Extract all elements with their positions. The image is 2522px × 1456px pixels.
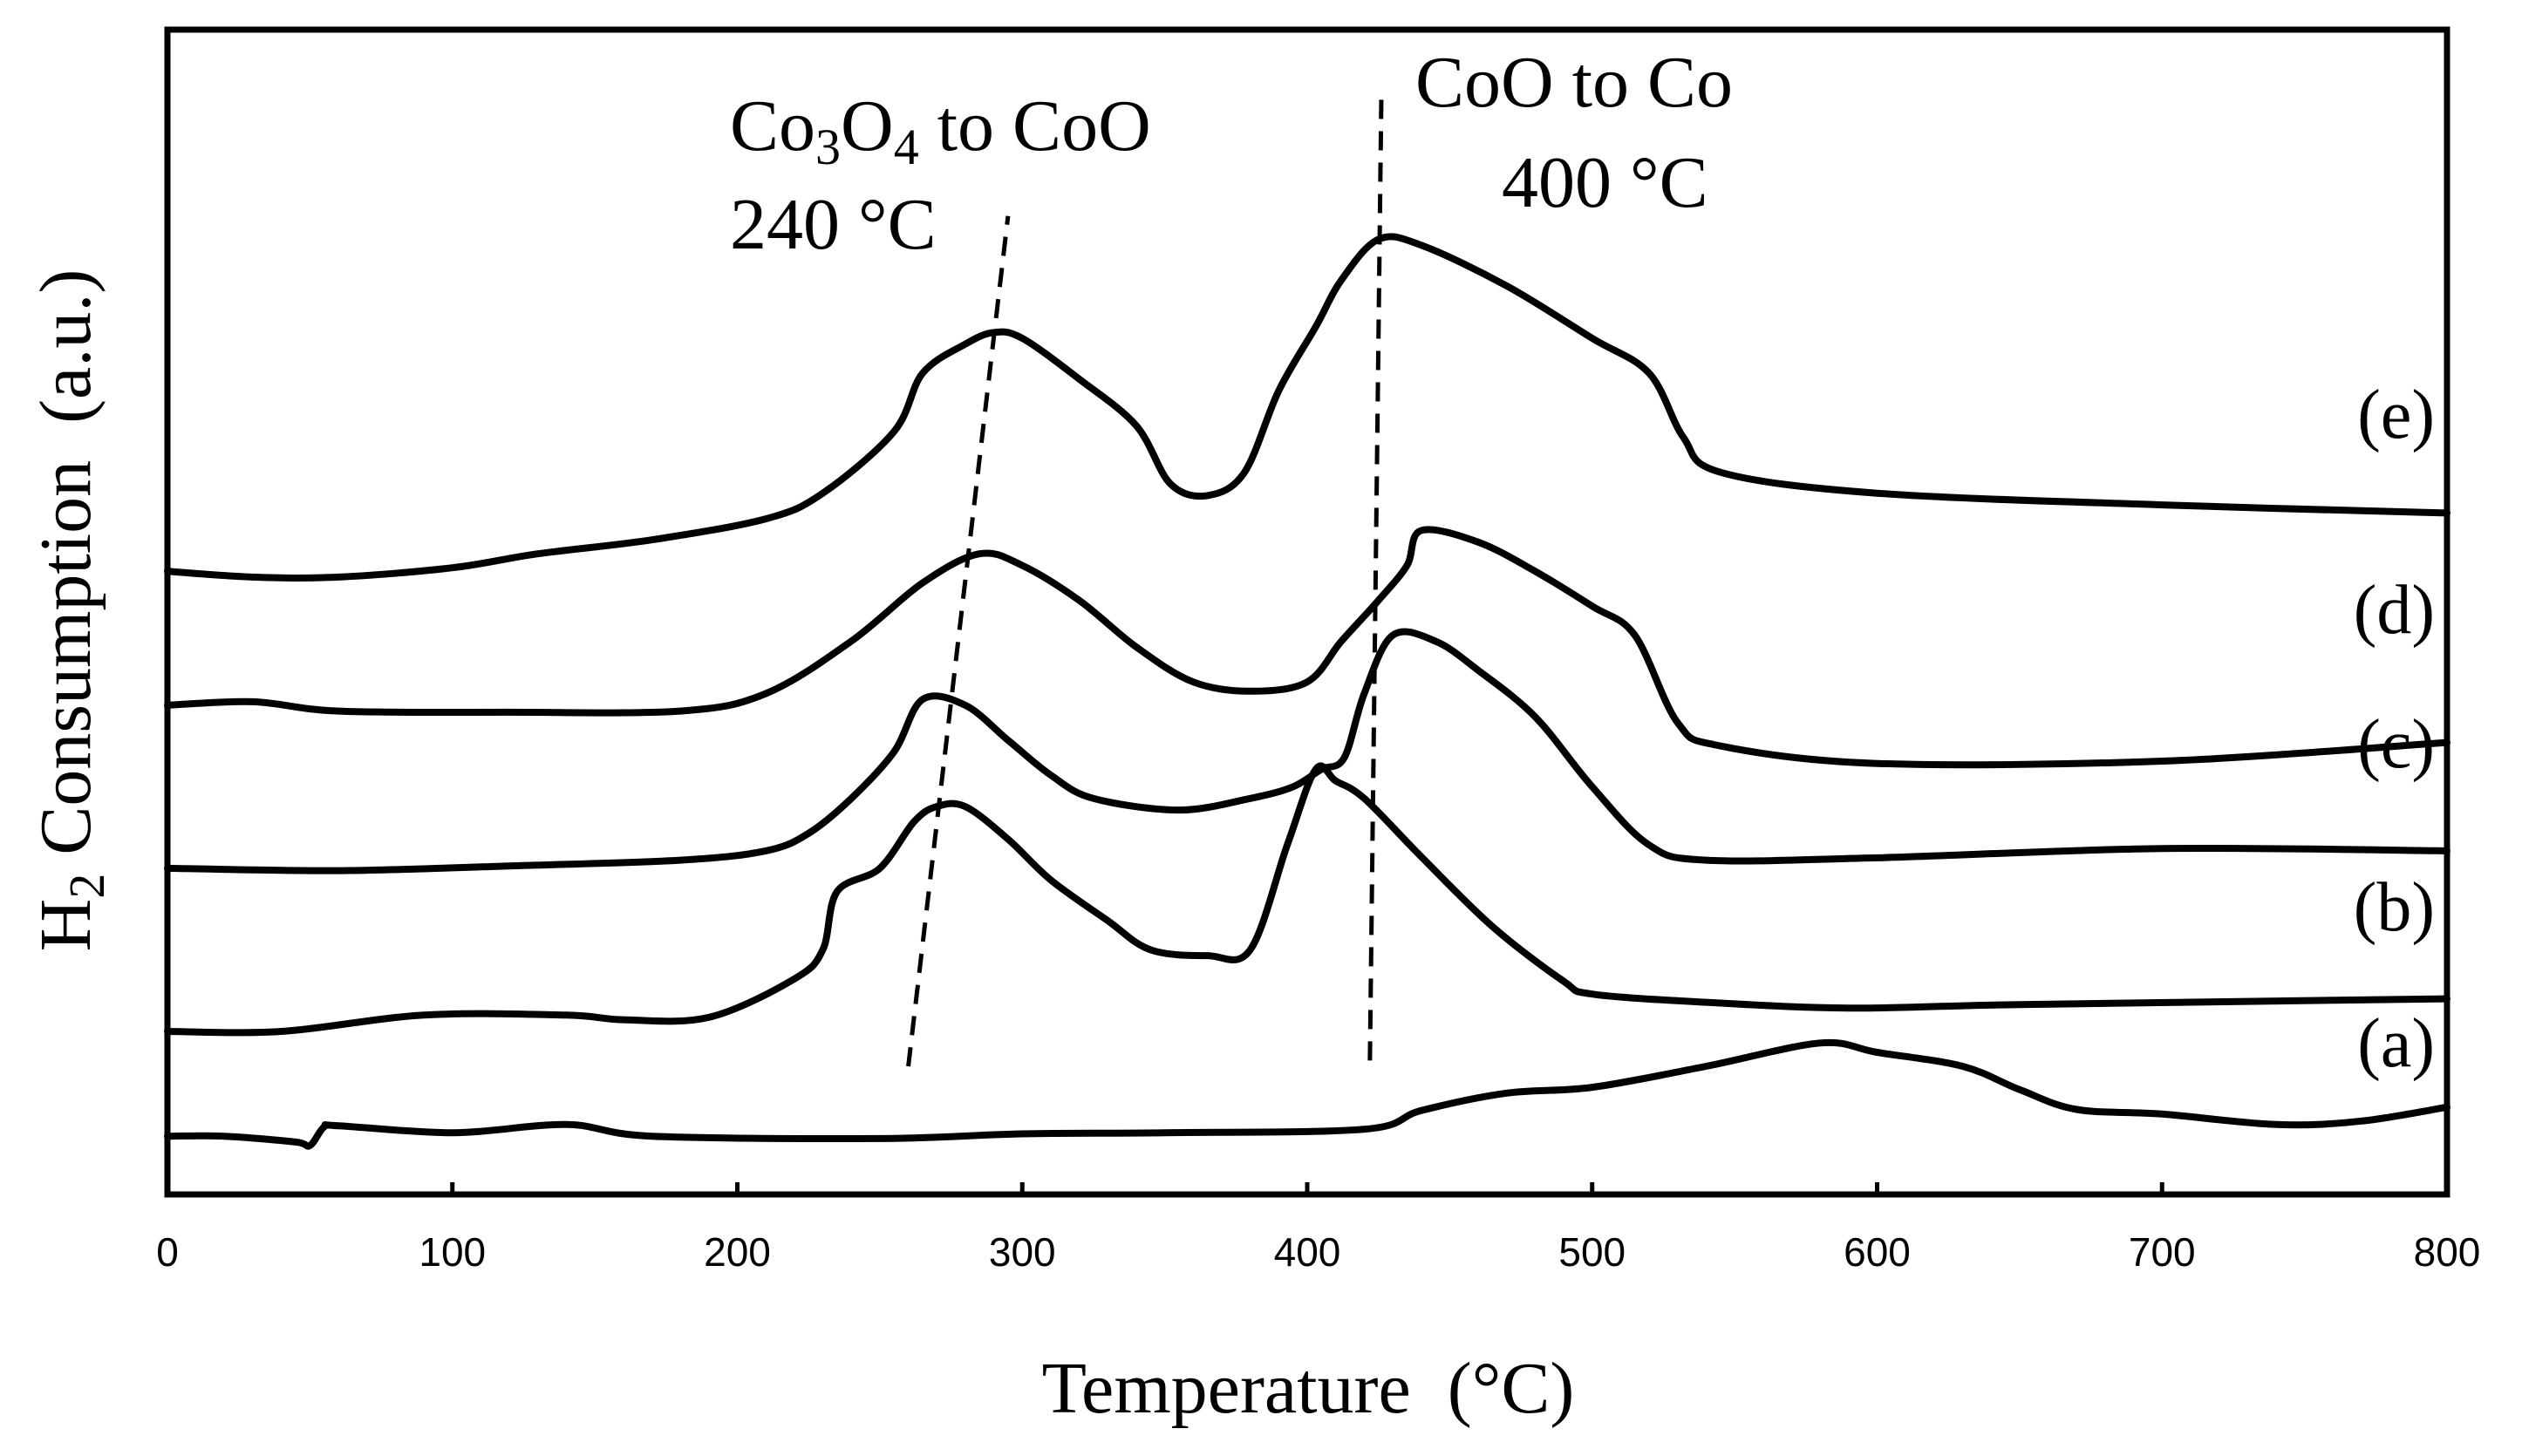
x-tick-labels: 0 100 200 300 400 500 600 700 800 [156, 1229, 2480, 1275]
annotation-sub3: 3 [815, 119, 841, 175]
annotation-sub4: 4 [894, 119, 919, 175]
series-line-c [164, 628, 2450, 874]
x-tick-label-100: 100 [419, 1229, 486, 1275]
x-tick-label-600: 600 [1844, 1229, 1911, 1275]
series-label-d: (d) [2354, 572, 2435, 649]
y-axis-label: H2 Consumption (a.u.) [25, 269, 115, 952]
series-label-e: (e) [2357, 377, 2435, 453]
annotation-o: O [841, 85, 894, 167]
reference-line-coo-to-co [1367, 99, 1384, 1061]
x-axis-label: Temperature (°C) [1042, 1348, 1575, 1429]
reference-line-co3o4-to-coo [906, 215, 1011, 1067]
x-tick-label-800: 800 [2414, 1229, 2481, 1275]
x-tick-label-700: 700 [2129, 1229, 2196, 1275]
annotation-rest: to CoO [919, 85, 1151, 167]
x-tick-label-500: 500 [1558, 1229, 1626, 1275]
series-label-b: (b) [2354, 869, 2435, 946]
series-line-b [164, 762, 2450, 1037]
x-tick-label-400: 400 [1274, 1229, 1341, 1275]
annotation-co3o4-to-coo: Co3O4 to CoO [730, 85, 1151, 175]
annotation-240c: 240 °C [730, 184, 937, 265]
series-line-d [164, 526, 2450, 769]
annotation-coo-to-co: CoO to Co [1415, 42, 1733, 123]
series-line-e [164, 233, 2450, 582]
curves [164, 233, 2450, 1150]
y-axis-label-sub: 2 [58, 874, 115, 899]
annotation-400c: 400 °C [1502, 142, 1708, 223]
x-tick-label-200: 200 [704, 1229, 771, 1275]
annotation-co: Co [730, 85, 815, 167]
x-tick-label-0: 0 [156, 1229, 179, 1275]
x-tick-label-300: 300 [989, 1229, 1056, 1275]
series-label-a: (a) [2357, 1005, 2435, 1082]
y-axis-label-h: H [25, 899, 106, 952]
series-label-c: (c) [2357, 706, 2435, 783]
x-tick-marks [165, 1182, 2450, 1194]
series-line-a [164, 1038, 2450, 1150]
y-axis-label-rest: Consumption (a.u.) [25, 269, 106, 874]
reference-lines [906, 99, 1384, 1067]
